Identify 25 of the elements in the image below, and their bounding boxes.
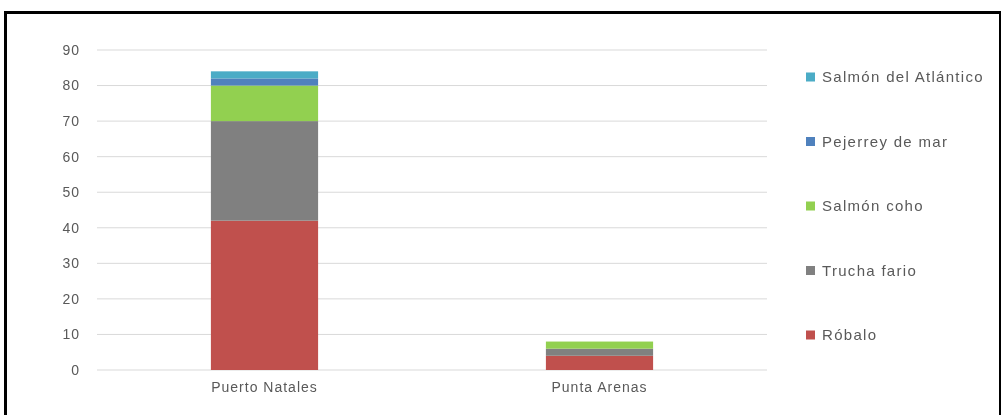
- y-tick-label: 40: [62, 219, 80, 236]
- legend-label: Pejerrey de mar: [822, 132, 949, 150]
- legend-label: Salmón del Atlántico: [822, 68, 984, 86]
- y-tick-label: 60: [62, 148, 80, 165]
- y-tick-label: 10: [62, 326, 80, 343]
- bar: [210, 78, 319, 86]
- bar: [545, 348, 654, 356]
- bar: [210, 85, 319, 122]
- y-tick-label: 80: [62, 77, 80, 94]
- bar: [545, 355, 654, 370]
- legend-label: Trucha fario: [822, 261, 918, 279]
- y-tick-label: 0: [71, 361, 80, 378]
- bar: [210, 220, 319, 370]
- y-tick-label: 20: [62, 290, 80, 307]
- bar: [210, 121, 319, 221]
- x-tick-label: Puerto Natales: [211, 379, 318, 395]
- y-tick-label: 70: [62, 113, 80, 130]
- x-tick-label: Punta Arenas: [551, 379, 648, 395]
- bar: [210, 71, 319, 79]
- bar: [545, 341, 654, 349]
- y-tick-label: 50: [62, 184, 80, 201]
- y-tick-label: 30: [62, 255, 80, 272]
- y-tick-label: 90: [62, 41, 80, 58]
- legend-label: Salmón coho: [822, 197, 924, 215]
- legend-label: Róbalo: [822, 326, 878, 344]
